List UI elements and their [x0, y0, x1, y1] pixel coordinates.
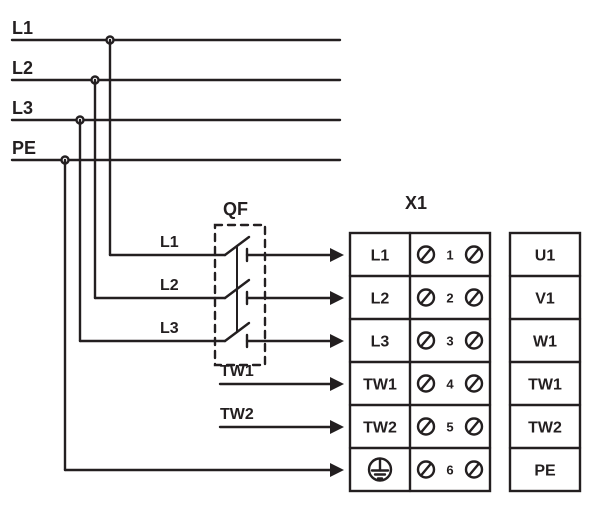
terminal-number: 5 [446, 420, 453, 435]
x1-row-label: TW1 [363, 377, 397, 394]
arrow-icon [330, 463, 344, 477]
terminal-number: 4 [446, 377, 454, 392]
tw-label: TW2 [220, 406, 254, 423]
qf-label: QF [223, 199, 248, 219]
terminal-number: 6 [446, 463, 453, 478]
terminal-number: 1 [446, 248, 453, 263]
wiring-diagram: L1 L2 L3 PE L1 L2 L3 QF TW1 TW2 X1 L1 1 L2 2 L3 3 TW1 4 TW2… [0, 0, 600, 530]
x1-title: X1 [405, 193, 427, 213]
terminal-number: 3 [446, 334, 453, 349]
bus-label: PE [12, 138, 36, 158]
x1-row-label: L1 [371, 248, 390, 265]
x1-row-label: TW2 [363, 420, 397, 437]
x1-row-label: L3 [371, 334, 390, 351]
right-row-label: PE [534, 463, 556, 480]
phase-label: L3 [160, 320, 179, 337]
arrow-icon [330, 334, 344, 348]
phase-label: L2 [160, 277, 179, 294]
bus-label: L2 [12, 58, 33, 78]
arrow-icon [330, 291, 344, 305]
right-row-label: V1 [535, 291, 555, 308]
bus-label: L1 [12, 18, 33, 38]
terminal-number: 2 [446, 291, 453, 306]
arrow-icon [330, 420, 344, 434]
phase-label: L1 [160, 234, 179, 251]
qf-box [215, 225, 265, 365]
right-row-label: W1 [533, 334, 557, 351]
arrow-icon [330, 248, 344, 262]
tw-label: TW1 [220, 363, 254, 380]
right-row-label: U1 [535, 248, 556, 265]
right-row-label: TW1 [528, 377, 562, 394]
x1-row-label: L2 [371, 291, 390, 308]
right-row-label: TW2 [528, 420, 562, 437]
arrow-icon [330, 377, 344, 391]
bus-label: L3 [12, 98, 33, 118]
